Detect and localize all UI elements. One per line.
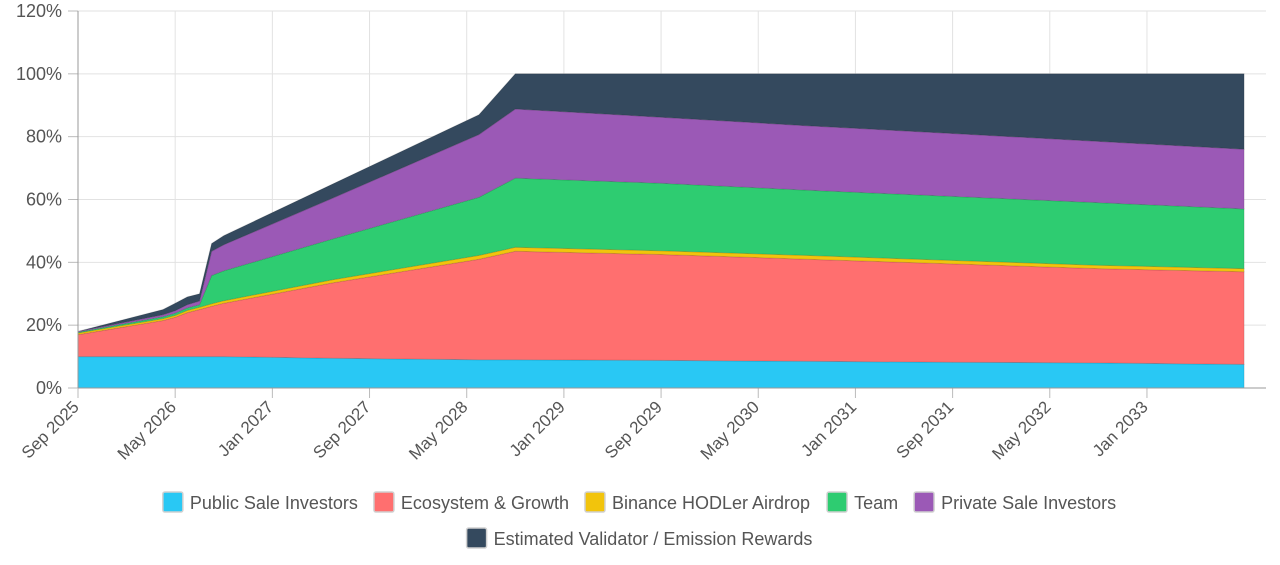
legend-label: Estimated Validator / Emission Rewards xyxy=(494,529,813,549)
legend-swatch xyxy=(826,491,848,513)
legend-item-1[interactable]: Ecosystem & Growth xyxy=(373,491,569,513)
legend-swatch xyxy=(465,527,488,549)
y-tick-label: 0% xyxy=(36,378,62,398)
legend-label: Binance HODLer Airdrop xyxy=(612,493,810,513)
legend-label: Team xyxy=(854,493,898,513)
x-tick-label: Jan 2033 xyxy=(1089,397,1152,460)
legend-item-0[interactable]: Public Sale Investors xyxy=(162,491,358,513)
stacked-areas xyxy=(77,73,1245,389)
legend-label: Ecosystem & Growth xyxy=(401,493,569,513)
x-tick-label: Sep 2027 xyxy=(309,397,374,462)
x-tick-label: May 2026 xyxy=(114,397,180,463)
area-series-5 xyxy=(77,73,1245,332)
legend-item-5[interactable]: Estimated Validator / Emission Rewards xyxy=(465,527,813,549)
x-tick-label: Jan 2027 xyxy=(214,397,277,460)
y-tick-label: 100% xyxy=(16,64,62,84)
legend-item-3[interactable]: Team xyxy=(826,491,898,513)
x-tick-label: Jan 2029 xyxy=(506,397,569,460)
x-tick-label: Jan 2031 xyxy=(797,397,860,460)
x-tick-label: Sep 2029 xyxy=(601,397,666,462)
legend-item-4[interactable]: Private Sale Investors xyxy=(913,491,1116,513)
legend-swatch xyxy=(373,491,395,513)
y-tick-label: 40% xyxy=(26,252,62,272)
x-tick-label: Sep 2025 xyxy=(18,397,83,462)
y-tick-label: 60% xyxy=(26,190,62,210)
legend[interactable]: Public Sale Investors Ecosystem & Growth B… xyxy=(162,491,1116,549)
y-tick-label: 20% xyxy=(26,315,62,335)
legend-swatch xyxy=(913,491,935,513)
legend-swatch xyxy=(584,491,606,513)
legend-label: Private Sale Investors xyxy=(941,493,1116,513)
x-tick-label: May 2028 xyxy=(405,397,471,463)
y-tick-label: 120% xyxy=(16,1,62,21)
x-tick-label: May 2030 xyxy=(697,397,763,463)
x-tick-label: Sep 2031 xyxy=(893,397,958,462)
y-tick-label: 80% xyxy=(26,127,62,147)
legend-label: Public Sale Investors xyxy=(190,493,358,513)
legend-swatch xyxy=(162,491,184,513)
legend-item-2[interactable]: Binance HODLer Airdrop xyxy=(584,491,810,513)
x-tick-label: May 2032 xyxy=(988,397,1054,463)
